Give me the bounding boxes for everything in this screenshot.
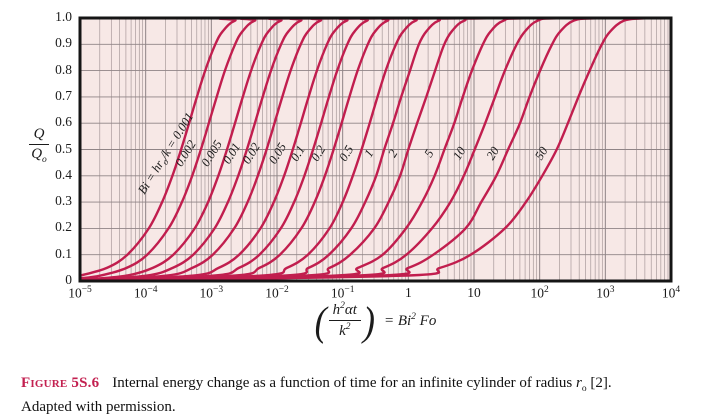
y-axis-title-denominator: Qo xyxy=(31,146,47,166)
plot-frame xyxy=(78,16,673,283)
y-tick-0.5: 0.5 xyxy=(55,140,72,156)
x-tick-1e2: 102 xyxy=(530,285,549,301)
curve-bi-0.5 xyxy=(80,18,671,281)
x-axis-fraction-numerator: h2αt xyxy=(328,301,361,321)
figure-caption: Figure 5S.6 Internal energy change as a f… xyxy=(21,372,641,419)
x-tick-1e0: 1 xyxy=(404,285,412,300)
x-tick-1e-5: 10−5 xyxy=(68,285,92,301)
y-tick-0.2: 0.2 xyxy=(55,219,72,235)
x-tick-1e-1: 10−1 xyxy=(330,285,355,301)
close-paren: ) xyxy=(362,297,375,344)
curve-bi-1 xyxy=(80,18,671,281)
curve-bi-5 xyxy=(80,18,671,281)
y-tick-0.9: 0.9 xyxy=(55,35,72,51)
y-tick-0.3: 0.3 xyxy=(55,193,72,209)
y-tick-0.8: 0.8 xyxy=(55,61,72,77)
figure-caption-text: Internal energy change as a function of … xyxy=(21,375,612,416)
y-tick-0.1: 0.1 xyxy=(55,245,72,261)
y-axis-title: Q Qo xyxy=(25,126,53,166)
figure-number-label: Figure 5S.6 xyxy=(21,375,100,391)
x-axis-fraction-denominator: k2 xyxy=(339,322,351,339)
curve-bi-2 xyxy=(80,18,671,281)
x-tick-1e4: 104 xyxy=(661,285,681,301)
x-axis-equals-bi2fo: = Bi2 Fo xyxy=(383,311,437,329)
curve-bi-10 xyxy=(80,18,671,281)
y-tick-1.0: 1.0 xyxy=(55,9,72,24)
x-tick-1e1: 10 xyxy=(467,285,481,300)
y-tick-0.7: 0.7 xyxy=(55,87,72,103)
y-tick-0: 0 xyxy=(65,272,72,287)
open-paren: ( xyxy=(314,297,327,344)
x-tick-1e-2: 10−2 xyxy=(265,285,289,301)
x-axis-fraction: h2αt k2 xyxy=(328,301,361,340)
curve-bi-50 xyxy=(80,18,671,281)
y-tick-0.6: 0.6 xyxy=(55,114,72,130)
curve-bi-20 xyxy=(80,18,671,281)
x-axis-label: ( h2αt k2 ) = Bi2 Fo xyxy=(80,297,671,344)
x-tick-1e3: 103 xyxy=(596,285,615,301)
y-axis-title-numerator: Q xyxy=(28,126,50,146)
x-tick-1e-4: 10−4 xyxy=(133,285,158,301)
x-tick-1e-3: 10−3 xyxy=(199,285,224,301)
y-tick-0.4: 0.4 xyxy=(55,166,72,182)
